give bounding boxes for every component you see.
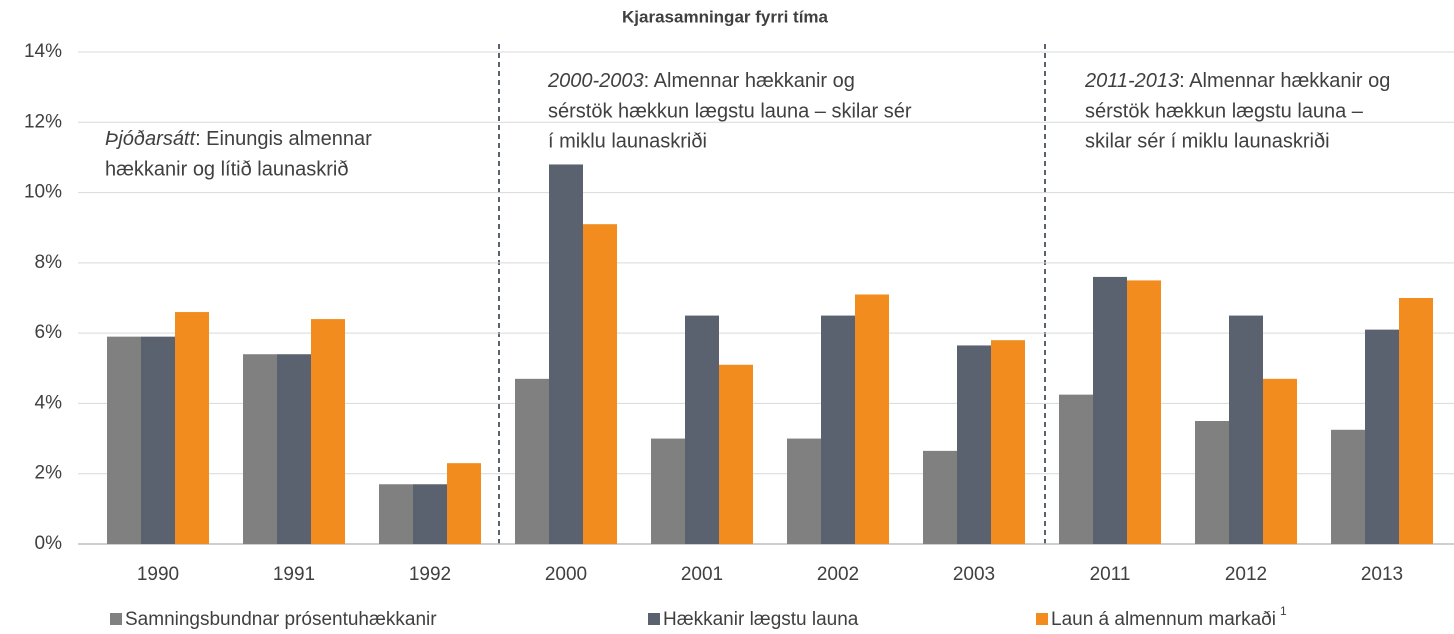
bar: [923, 450, 957, 544]
bar: [413, 484, 447, 544]
y-tick-label: 14%: [24, 41, 62, 62]
x-tick-label: 2002: [817, 564, 859, 585]
annotation-line: sérstök hækkun lægstu launa –: [1085, 100, 1364, 122]
annotation-line: skilar sér í miklu launaskriði: [1085, 130, 1330, 152]
bar: [991, 340, 1025, 544]
bar: [855, 294, 889, 544]
y-tick-label: 0%: [35, 533, 63, 554]
annotation-line: hækkanir og lítið launaskrið: [105, 158, 348, 180]
annotation-emphasis: Þjóðarsátt: [105, 128, 196, 150]
bar: [1365, 329, 1399, 544]
legend-swatch: [648, 613, 660, 625]
annotation-line: : Almennar hækkanir og: [1179, 70, 1390, 92]
bar: [719, 364, 753, 544]
annotation: Þjóðarsátt: Einungis almennar hækkanir og…: [105, 128, 372, 180]
annotation-line: : Einungis almennar: [195, 128, 372, 150]
bar: [1127, 280, 1161, 544]
x-tick-label: 1991: [273, 564, 315, 585]
annotation-emphasis: 2000-2003: [547, 70, 644, 92]
annotation-text: 2000-2003: Almennar hækkanir og: [547, 70, 855, 92]
bar: [1093, 276, 1127, 544]
y-tick-label: 6%: [35, 322, 63, 343]
legend-swatch: [110, 613, 122, 625]
bar: [1229, 315, 1263, 544]
x-tick-label: 2011: [1090, 564, 1131, 585]
bar: [651, 438, 685, 544]
bar: [685, 315, 719, 544]
legend-label: Samningsbundnar prósentuhækkanir: [125, 609, 437, 630]
bar: [821, 315, 855, 544]
y-tick-label: 2%: [35, 463, 63, 484]
annotation: 2000-2003: Almennar hækkanir og sérstök h…: [547, 70, 912, 152]
x-tick-label: 1992: [409, 564, 451, 585]
y-tick-label: 10%: [24, 182, 62, 203]
y-tick-label: 12%: [24, 111, 62, 132]
x-tick-label: 2003: [953, 564, 995, 585]
bar: [277, 354, 311, 544]
x-tick-label: 2012: [1225, 564, 1267, 585]
bar: [549, 164, 583, 544]
annotation-line: sérstök hækkun lægstu launa – skilar sér: [548, 100, 912, 122]
bar: [583, 224, 617, 544]
bar: [1263, 378, 1297, 544]
annotation-emphasis: 2011-2013: [1084, 70, 1179, 92]
chart-title: Kjarasamningar fyrri tíma: [622, 7, 829, 26]
annotation-line: : Almennar hækkanir og: [644, 70, 855, 92]
bar: [1059, 394, 1093, 544]
legend-swatch: [1036, 613, 1048, 625]
bar: [141, 336, 175, 544]
bar: [107, 336, 141, 544]
bar: [1399, 298, 1433, 544]
bar: [447, 463, 481, 544]
annotation-line: í miklu launaskriði: [548, 130, 707, 152]
bar: [787, 438, 821, 544]
bar: [1195, 421, 1229, 544]
legend-footnote: 1: [1280, 604, 1287, 618]
y-tick-label: 8%: [35, 252, 63, 273]
bar: [311, 319, 345, 544]
x-tick-label: 2001: [681, 564, 723, 585]
bar: [243, 354, 277, 544]
legend-label: Laun á almennum markaði: [1051, 609, 1276, 630]
bar: [379, 484, 413, 544]
bar: [175, 312, 209, 544]
annotation-text: 2011-2013: Almennar hækkanir og: [1084, 70, 1390, 92]
y-tick-label: 4%: [35, 392, 63, 413]
annotation-text: Þjóðarsátt: Einungis almennar: [105, 128, 372, 150]
annotation: 2011-2013: Almennar hækkanir og sérstök h…: [1084, 70, 1390, 152]
bar: [1331, 429, 1365, 544]
bar: [957, 345, 991, 544]
legend-label: Hækkanir lægstu launa: [663, 609, 859, 630]
bar: [515, 378, 549, 544]
x-tick-label: 1990: [137, 564, 179, 585]
x-tick-label: 2000: [545, 564, 587, 585]
x-tick-label: 2013: [1361, 564, 1403, 585]
